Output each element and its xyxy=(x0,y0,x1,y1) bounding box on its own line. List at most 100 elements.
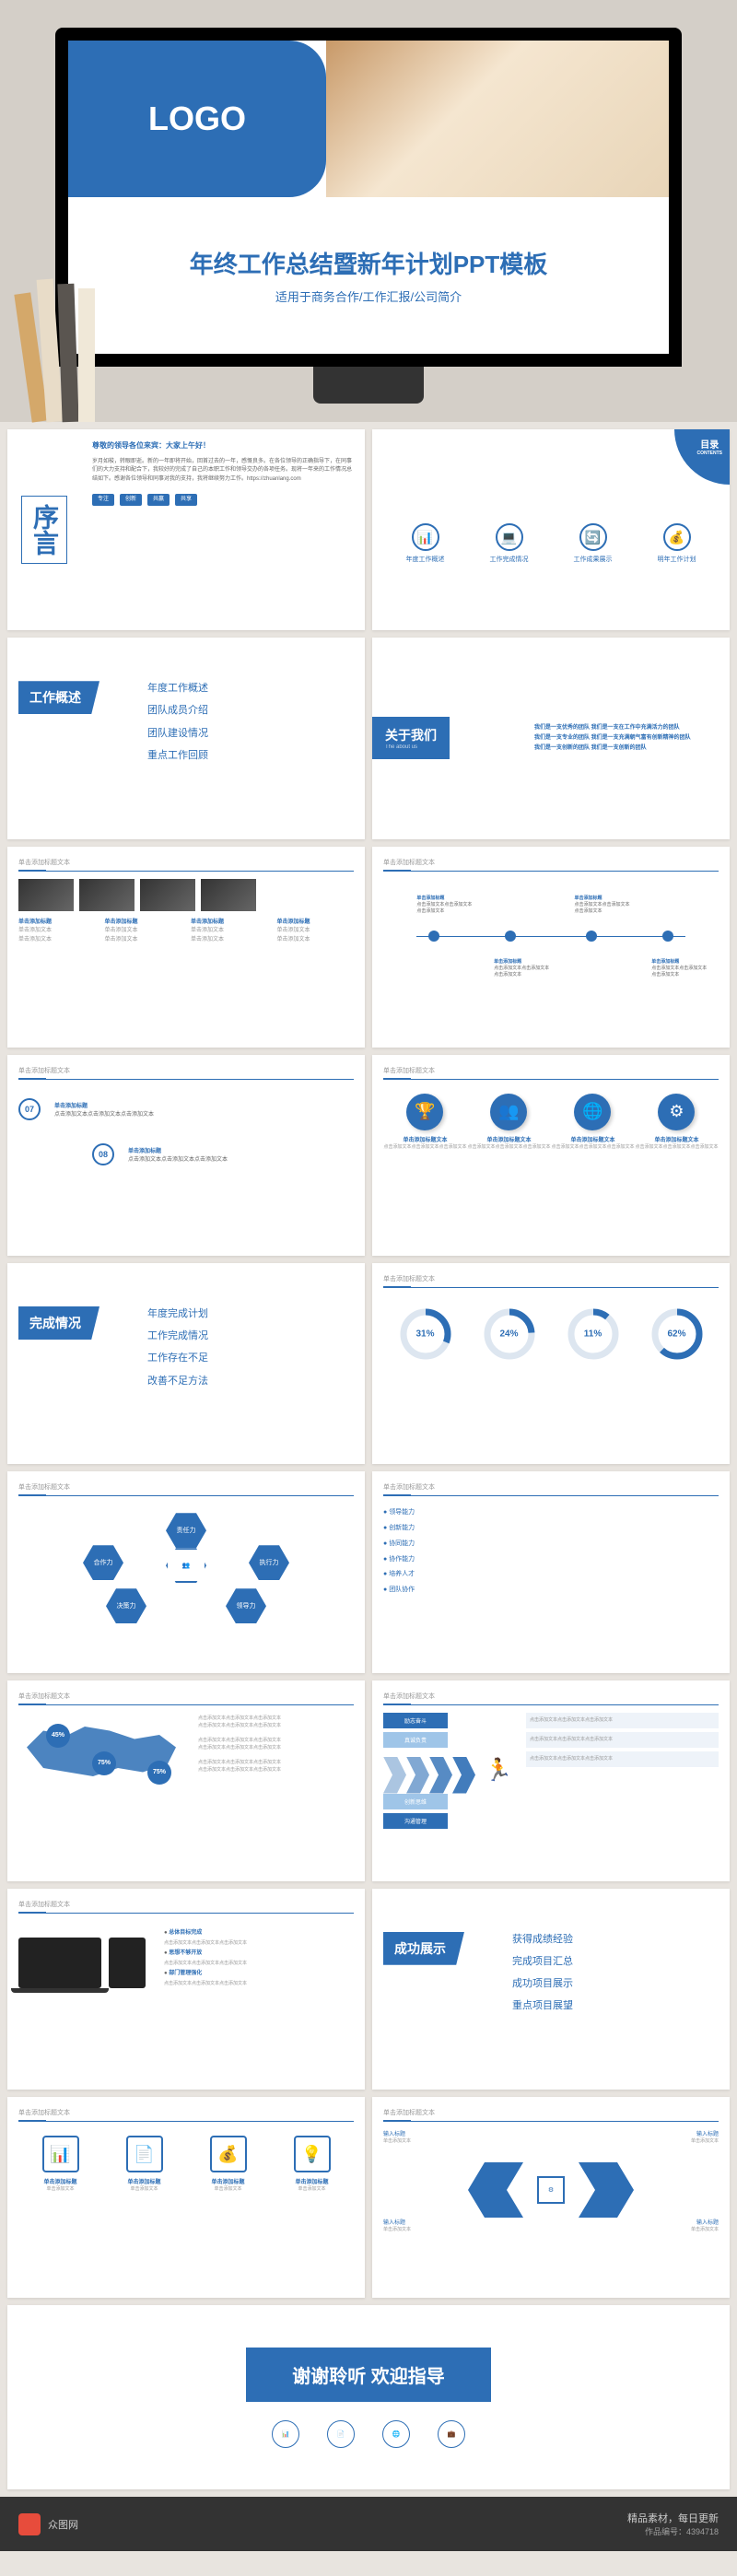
number-badge: 08 xyxy=(92,1143,114,1165)
section-title: 完成情况 xyxy=(18,1306,99,1340)
users-icon: 👥 xyxy=(490,1094,527,1130)
tag: 专注 xyxy=(92,494,114,507)
thanks-text: 谢谢聆听 欢迎指导 xyxy=(246,2348,491,2402)
about-subtitle: The about us xyxy=(385,744,437,750)
toc-item: 🔄工作成果展示 xyxy=(574,523,613,564)
monitor-frame: LOGO 年终工作总结暨新年计划PPT模板 适用于商务合作/工作汇报/公司简介 xyxy=(55,28,682,367)
bracket-left xyxy=(468,2162,523,2218)
tablet-mockup xyxy=(109,1938,146,1988)
slide-header: 单击添加标题文本 xyxy=(383,2108,719,2122)
preface-title: 序言 xyxy=(21,496,67,564)
slide-toc: 目录 CONTENTS 📊年度工作概述 💻工作完成情况 🔄工作成果展示 💰明年工… xyxy=(372,429,730,630)
section-list: 年度工作概述 团队成员介绍 团队建设情况 重点工作回顾 xyxy=(147,677,354,767)
hex-node: 责任力 xyxy=(166,1513,206,1548)
cycle-icon: 🔄 xyxy=(579,523,607,551)
toc-item: 💰明年工作计划 xyxy=(658,523,696,564)
thumb-image xyxy=(18,879,74,911)
slide-hexagons: 单击添加标题文本 责任力 合作力 执行力 决策力 领导力 👥 xyxy=(7,1471,365,1672)
slide-header: 单击添加标题文本 xyxy=(18,1692,354,1705)
doc-icon: 📄 xyxy=(327,2420,355,2448)
web-icon: 🌐 xyxy=(382,2420,410,2448)
tag: 共享 xyxy=(175,494,197,507)
slide-header: 单击添加标题文本 xyxy=(18,2108,354,2122)
laptop-mockup xyxy=(18,1938,101,1988)
donut-chart: 24% xyxy=(482,1306,537,1362)
preface-greeting: 尊敬的领导各位来宾：大家上午好！ xyxy=(92,440,354,452)
brand-name: 众图网 xyxy=(48,2517,78,2532)
donut-chart: 31% xyxy=(398,1306,453,1362)
number-badge: 07 xyxy=(18,1098,41,1120)
slide-preface: 序言 尊敬的领导各位来宾：大家上午好！ 岁月如梭，转眼即逝。新的一年即将开始，回… xyxy=(7,429,365,630)
hero-subtitle: 适用于商务合作/工作汇报/公司简介 xyxy=(275,287,462,305)
slide-thumbs: 单击添加标题文本 单击添加标题单击添加文本单击添加文本 单击添加标题单击添加文本… xyxy=(7,847,365,1048)
chart-icon: 📊 xyxy=(272,2420,299,2448)
slide-timeline: 单击添加标题文本 单击添加标题点击添加文本点击添加文本点击添加文本 单击添加标题… xyxy=(372,847,730,1048)
section-list: 年度完成计划 工作完成情况 工作存在不足 改善不足方法 xyxy=(147,1303,354,1392)
slide-section-success: 成功展示 获得成绩经验 完成项目汇总 成功项目展示 重点项目展望 xyxy=(372,1889,730,2090)
slide-header: 单击添加标题文本 xyxy=(18,1900,354,1914)
slide-skills: 单击添加标题文本 ● 领导能力 ● 创新能力 ● 协同能力 ● 协作能力 ● 培… xyxy=(372,1471,730,1672)
flow-box: 创新思维 xyxy=(383,1794,448,1809)
about-body: 我们是一支优秀的团队 我们是一支在工作中充满活力的团队 我们是一支专业的团队 我… xyxy=(534,723,719,753)
hex-node: 执行力 xyxy=(249,1545,289,1580)
slide-numbered: 单击添加标题文本 07 单击添加标题点击添加文本点击添加文本点击添加文本 08 … xyxy=(7,1055,365,1256)
toc-label: 目录 CONTENTS xyxy=(697,437,723,456)
slide-donuts: 单击添加标题文本 31% 24% 11% 62% xyxy=(372,1263,730,1464)
slide-header: 单击添加标题文本 xyxy=(383,1482,719,1496)
hero-title: 年终工作总结暨新年计划PPT模板 xyxy=(190,246,548,280)
section-title: 成功展示 xyxy=(383,1932,464,1965)
page-footer: 众图网 精品素材，每日更新 作品编号：4394718 xyxy=(0,2497,737,2551)
chart-icon: 📊 xyxy=(42,2136,79,2172)
flow-box: 沟通管理 xyxy=(383,1813,448,1829)
donut-chart: 62% xyxy=(649,1306,705,1362)
flow-box: 真诚负责 xyxy=(383,1732,448,1748)
money-icon: 💰 xyxy=(663,523,691,551)
slide-about: 关于我们 The about us 我们是一支优秀的团队 我们是一支在工作中充满… xyxy=(372,638,730,838)
bag-icon: 💼 xyxy=(438,2420,465,2448)
donut-chart: 11% xyxy=(566,1306,621,1362)
slide-thanks: 谢谢聆听 欢迎指导 📊 📄 🌐 💼 xyxy=(7,2305,730,2489)
slide-worldmap: 单击添加标题文本 45% 75% 75% 点击添加文本点击添加文本点击添加文本点… xyxy=(7,1680,365,1881)
about-title: 关于我们 xyxy=(385,726,437,744)
slide-section-overview: 工作概述 年度工作概述 团队成员介绍 团队建设情况 重点工作回顾 xyxy=(7,638,365,838)
globe-icon: 🌐 xyxy=(574,1094,611,1130)
toc-item: 📊年度工作概述 xyxy=(406,523,445,564)
slide-icon-boxes: 单击添加标题文本 📊单击添加标题单击添加文本 📄单击添加标题单击添加文本 💰单击… xyxy=(7,2097,365,2298)
laptop-icon: 💻 xyxy=(496,523,523,551)
coin-icon: 💰 xyxy=(210,2136,247,2172)
slide-header: 单击添加标题文本 xyxy=(18,858,354,872)
hex-node: 领导力 xyxy=(226,1588,266,1623)
runner-icon xyxy=(485,1757,512,1794)
doc-icon: 📄 xyxy=(126,2136,163,2172)
slide-header: 单击添加标题文本 xyxy=(383,1066,719,1080)
slide-section-completion: 完成情况 年度完成计划 工作完成情况 工作存在不足 改善不足方法 xyxy=(7,1263,365,1464)
thumb-image xyxy=(140,879,195,911)
chart-icon: 📊 xyxy=(412,523,439,551)
brand-icon xyxy=(18,2513,41,2535)
slide-brackets: 单击添加标题文本 输入标题单击添加文本 输入标题单击添加文本 ⚙ 输入标题单击添… xyxy=(372,2097,730,2298)
gear-icon: ⚙ xyxy=(658,1094,695,1130)
thumb-image xyxy=(79,879,135,911)
hex-node: 决策力 xyxy=(106,1588,146,1623)
logo-text: LOGO xyxy=(68,41,326,197)
section-title: 工作概述 xyxy=(18,681,99,714)
footer-meta: 作品编号：4394718 xyxy=(627,2525,719,2537)
slide-header: 单击添加标题文本 xyxy=(383,858,719,872)
slide-header: 单击添加标题文本 xyxy=(383,1274,719,1288)
slide-feature-icons: 单击添加标题文本 🏆单击添加标题文本点击添加文本点击添加文本点击添加文本 👥单击… xyxy=(372,1055,730,1256)
tag: 创新 xyxy=(120,494,142,507)
slide-header: 单击添加标题文本 xyxy=(18,1066,354,1080)
bracket-right xyxy=(579,2162,634,2218)
trophy-icon: 🏆 xyxy=(406,1094,443,1130)
flow-box: 励志奋斗 xyxy=(383,1713,448,1728)
bulb-icon: 💡 xyxy=(294,2136,331,2172)
slide-header: 单击添加标题文本 xyxy=(383,1692,719,1705)
toc-item: 💻工作完成情况 xyxy=(490,523,529,564)
footer-slogan: 精品素材，每日更新 xyxy=(627,2511,719,2525)
slide-devices: 单击添加标题文本 ● 总体目标完成 点击添加文本点击添加文本点击添加文本 ● 思… xyxy=(7,1889,365,2090)
hex-node: 合作力 xyxy=(83,1545,123,1580)
tag: 共赢 xyxy=(147,494,170,507)
slide-header: 单击添加标题文本 xyxy=(18,1482,354,1496)
hero-slide: LOGO 年终工作总结暨新年计划PPT模板 适用于商务合作/工作汇报/公司简介 xyxy=(0,0,737,422)
preface-body: 岁月如梭，转眼即逝。新的一年即将开始，回首过去的一年，感慨良多。在各位领导的正确… xyxy=(92,458,354,485)
